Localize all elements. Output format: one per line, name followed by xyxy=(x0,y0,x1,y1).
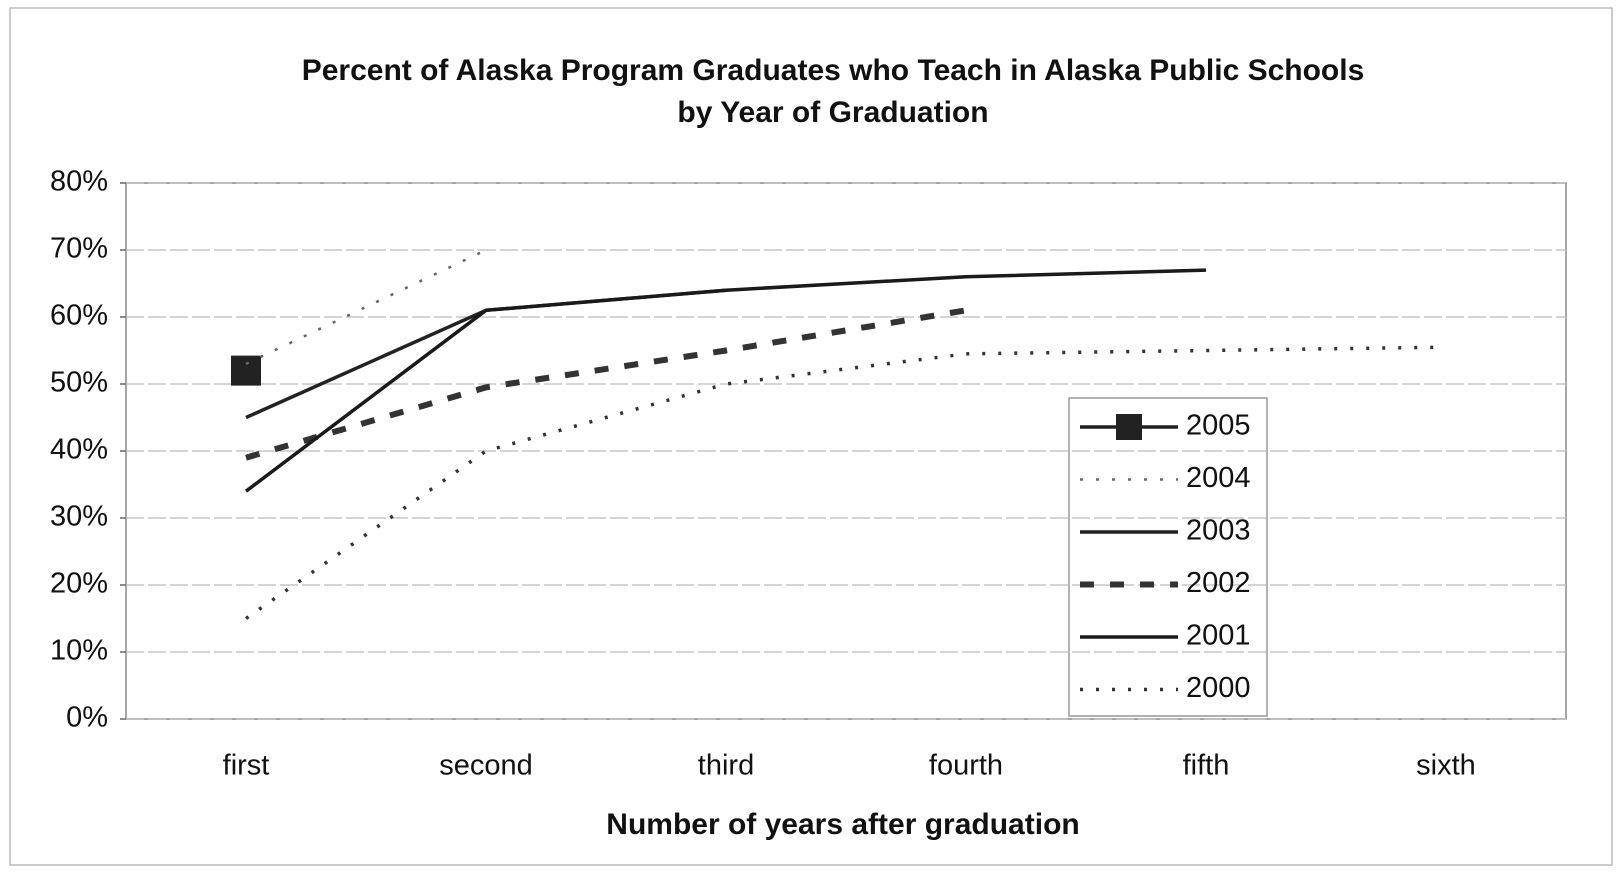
series-line xyxy=(245,307,967,461)
x-tick-label: sixth xyxy=(1416,750,1476,782)
x-tick-label: fourth xyxy=(929,750,1003,782)
y-tick-label: 80% xyxy=(50,166,108,198)
chart-title: Percent of Alaska Program Graduates who … xyxy=(302,54,1365,87)
series-marker xyxy=(231,355,261,386)
legend-box xyxy=(1068,397,1268,717)
y-tick-label: 30% xyxy=(50,501,108,533)
y-tick-label: 50% xyxy=(50,367,108,399)
x-tick-label: fifth xyxy=(1183,750,1230,782)
legend-label: 2005 xyxy=(1186,410,1251,442)
series-line xyxy=(245,248,487,366)
chart-subtitle: by Year of Graduation xyxy=(677,96,988,129)
legend-label: 2003 xyxy=(1186,515,1251,547)
x-axis-title: Number of years after graduation xyxy=(606,808,1079,841)
legend-label: 2002 xyxy=(1186,567,1251,599)
x-tick-label: first xyxy=(223,750,270,782)
y-tick-label: 40% xyxy=(50,434,108,466)
chart-frame xyxy=(9,7,1613,866)
legend-label: 2004 xyxy=(1186,462,1251,494)
legend-label: 2000 xyxy=(1186,672,1251,704)
x-tick-label: second xyxy=(439,750,533,782)
y-tick-label: 20% xyxy=(50,568,108,600)
y-tick-label: 70% xyxy=(50,233,108,265)
x-tick-label: third xyxy=(698,750,754,782)
y-tick-label: 0% xyxy=(66,702,108,734)
y-tick-label: 60% xyxy=(50,300,108,332)
series-line xyxy=(244,268,1207,493)
legend-label: 2001 xyxy=(1186,620,1251,652)
legend-marker xyxy=(1116,414,1142,440)
y-tick-label: 10% xyxy=(50,635,108,667)
